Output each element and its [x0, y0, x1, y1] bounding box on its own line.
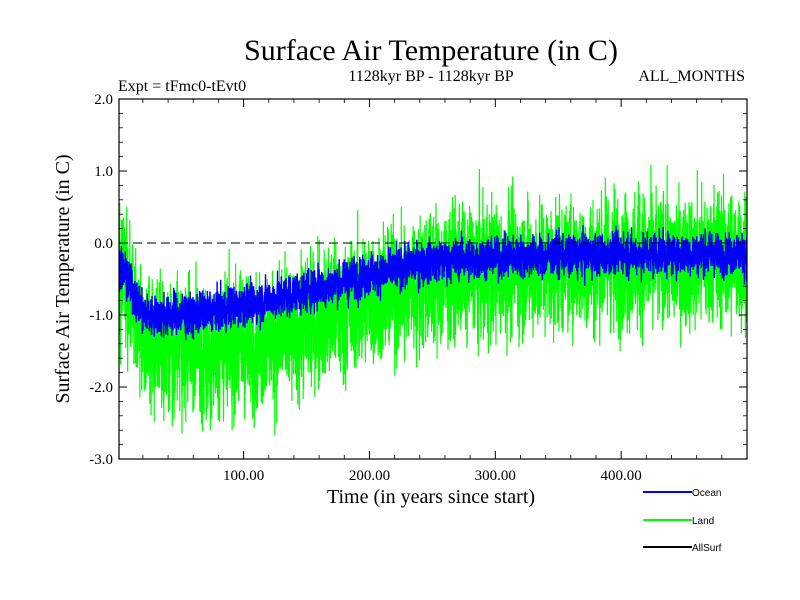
series-layer: [119, 164, 747, 436]
y-tick-label: -2.0: [89, 380, 113, 396]
y-tick-label: 0.0: [94, 236, 113, 252]
series-line-ocean: [119, 225, 747, 341]
x-tick-label: 200.00: [349, 468, 390, 484]
y-tick-label: 2.0: [94, 92, 113, 108]
x-axis: 100.00 200.00 300.00 400.00: [142, 99, 723, 484]
y-axis-label: Surface Air Temperature (in C): [52, 154, 74, 403]
legend-label-land: Land: [692, 516, 714, 527]
y-axis: 2.0 1.0 0.0 -1.0 -2.0 -3.0: [89, 92, 747, 468]
legend: Ocean Land AllSurf: [643, 488, 722, 554]
y-tick-label: -1.0: [89, 308, 113, 324]
x-tick-label: 400.00: [601, 468, 642, 484]
time-range-label: 1128kyr BP - 1128kyr BP: [348, 68, 513, 85]
series-line-land: [119, 164, 747, 436]
chart-title: Surface Air Temperature (in C): [244, 34, 618, 67]
x-axis-label: Time (in years since start): [327, 486, 535, 508]
plot-frame: [118, 98, 748, 460]
x-tick-label: 300.00: [475, 468, 516, 484]
legend-label-ocean: Ocean: [692, 488, 721, 499]
experiment-label: Expt = tFmc0-tEvt0: [118, 78, 246, 95]
months-label: ALL_MONTHS: [638, 68, 745, 85]
y-tick-label: -3.0: [89, 452, 113, 468]
legend-label-allsurf: AllSurf: [692, 543, 722, 554]
y-tick-label: 1.0: [94, 164, 113, 180]
x-tick-label: 100.00: [223, 468, 264, 484]
